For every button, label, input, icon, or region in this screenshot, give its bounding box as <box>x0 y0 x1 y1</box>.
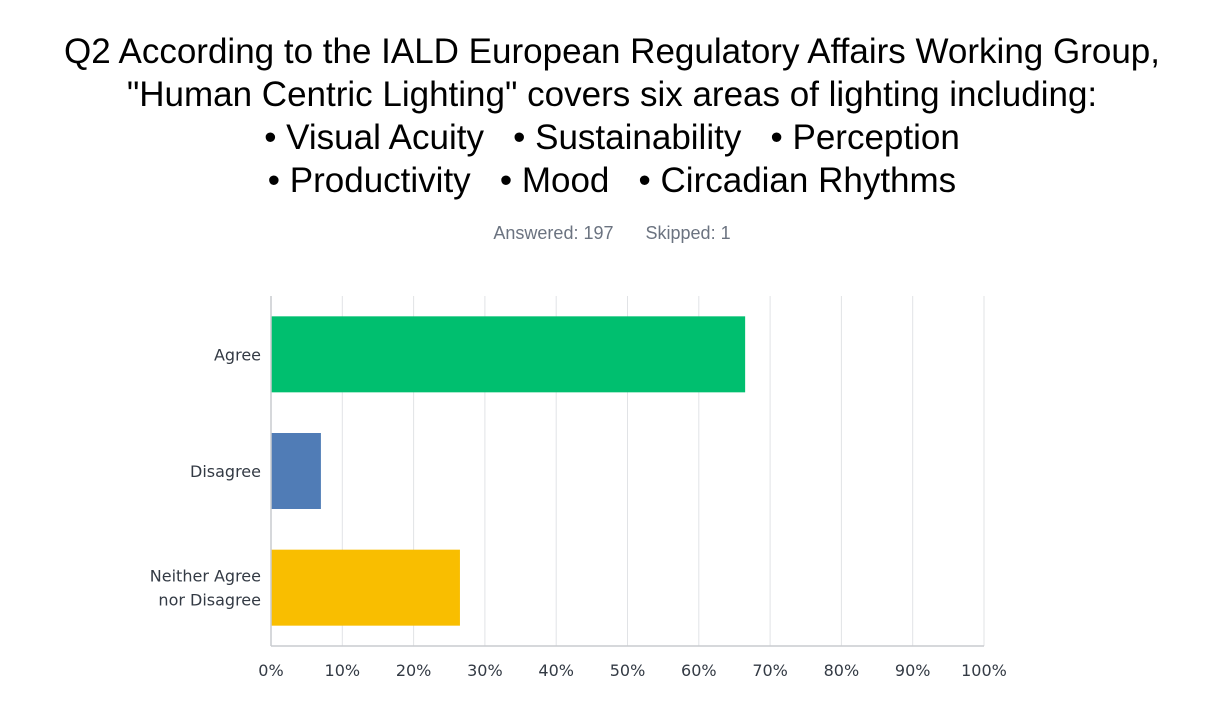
tick-label: 100% <box>961 661 1007 680</box>
title-line: Q2 According to the IALD European Regula… <box>64 32 1160 71</box>
tick-label: 30% <box>467 661 503 680</box>
category-label: Agree <box>214 345 261 364</box>
tick-label: 80% <box>824 661 860 680</box>
category-label: Neither Agree <box>150 567 261 586</box>
tick-label: 20% <box>396 661 432 680</box>
title-line: "Human Centric Lighting" covers six area… <box>126 75 1098 114</box>
bar <box>271 549 460 626</box>
chart-title: Q2 According to the IALD European Regula… <box>0 30 1224 202</box>
bar <box>271 433 321 509</box>
tick-label: 70% <box>752 661 788 680</box>
tick-label: 40% <box>538 661 574 680</box>
bar <box>271 316 746 393</box>
category-label: Disagree <box>190 462 261 481</box>
tick-label: 0% <box>258 661 283 680</box>
tick-label: 60% <box>681 661 717 680</box>
skipped-count: Skipped: 1 <box>645 223 731 243</box>
category-label: nor Disagree <box>158 591 261 610</box>
answered-count: Answered: 197 <box>493 223 614 243</box>
title-line: • Visual Acuity • Sustainability • Perce… <box>264 118 960 157</box>
tick-label: 10% <box>325 661 361 680</box>
title-line: • Productivity • Mood • Circadian Rhythm… <box>267 161 957 200</box>
tick-label: 90% <box>895 661 931 680</box>
response-summary: Answered: 197 Skipped: 1 <box>0 223 1224 244</box>
tick-label: 50% <box>610 661 646 680</box>
